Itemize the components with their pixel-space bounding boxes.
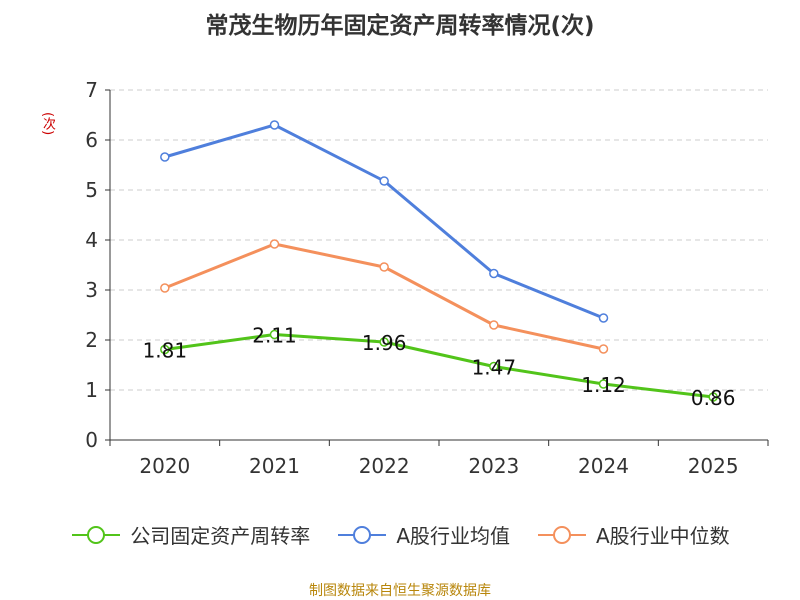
series-0-point-2023	[489, 361, 499, 372]
y-tick-label-2: 2	[85, 328, 98, 352]
series-1-point-2022	[379, 176, 389, 186]
data-label-2024: 1.12	[581, 373, 626, 397]
series-1-point-2023	[489, 268, 499, 279]
data-source-note: 制图数据来自恒生聚源数据库	[309, 583, 491, 599]
series-0-point-2020	[160, 344, 170, 355]
series-1-point-2021	[269, 120, 280, 130]
series-0-point-2022	[379, 337, 389, 347]
series-2-point-2022	[379, 262, 389, 272]
series-2-point-2021	[269, 239, 280, 249]
y-tick-label-1: 1	[85, 378, 98, 402]
data-label-2025: 0.86	[691, 386, 736, 410]
legend-item-company[interactable]: 公司固定资产周转率	[70, 520, 310, 549]
series-0-point-2024	[598, 379, 609, 389]
y-tick-label-7: 7	[85, 78, 98, 102]
series-2-point-2024	[598, 344, 609, 354]
x-tick-label-2024: 2024	[578, 454, 629, 478]
series-0-point-2021	[269, 329, 280, 340]
series-1-point-2024	[598, 313, 609, 323]
chart-title: 常茂生物历年固定资产周转率情况(次)	[205, 13, 595, 39]
series-2-point-2020	[160, 283, 170, 293]
y-tick-label-6: 6	[85, 128, 98, 152]
x-tick-label-2025: 2025	[688, 454, 739, 478]
x-tick-label-2021: 2021	[249, 454, 300, 478]
data-label-2022: 1.96	[362, 331, 407, 355]
legend-swatch-company	[72, 525, 121, 544]
y-tick-label-5: 5	[85, 178, 98, 202]
legend-label-company: 公司固定资产周转率	[130, 524, 311, 548]
legend-item-industry-median[interactable]: A股行业中位数	[536, 520, 730, 549]
legend-item-industry-mean[interactable]: A股行业均值	[336, 520, 510, 549]
x-tick-label-2023: 2023	[468, 454, 519, 478]
series-1-point-2020	[160, 152, 170, 162]
data-label-2020: 1.81	[143, 339, 188, 363]
legend-swatch-industry-mean	[338, 525, 387, 544]
chart-legend: 公司固定资产周转率 A股行业均值 A股行业中位数	[0, 520, 800, 549]
series-line-1	[164, 123, 605, 320]
legend-label-industry-median: A股行业中位数	[596, 524, 730, 548]
legend-label-industry-mean: A股行业均值	[396, 524, 510, 548]
y-tick-label-3: 3	[85, 278, 98, 302]
series-2-point-2023	[489, 320, 499, 330]
y-axis-label: (次)	[40, 112, 55, 136]
data-label-2023: 1.47	[472, 356, 517, 380]
series-0-point-2025	[708, 392, 718, 402]
series-line-0	[164, 333, 714, 399]
data-label-2021: 2.11	[252, 324, 297, 348]
x-tick-label-2022: 2022	[359, 454, 410, 478]
y-tick-label-0: 0	[85, 428, 98, 452]
y-tick-label-4: 4	[85, 228, 98, 252]
legend-swatch-industry-median	[538, 525, 586, 544]
x-tick-label-2020: 2020	[139, 454, 190, 478]
